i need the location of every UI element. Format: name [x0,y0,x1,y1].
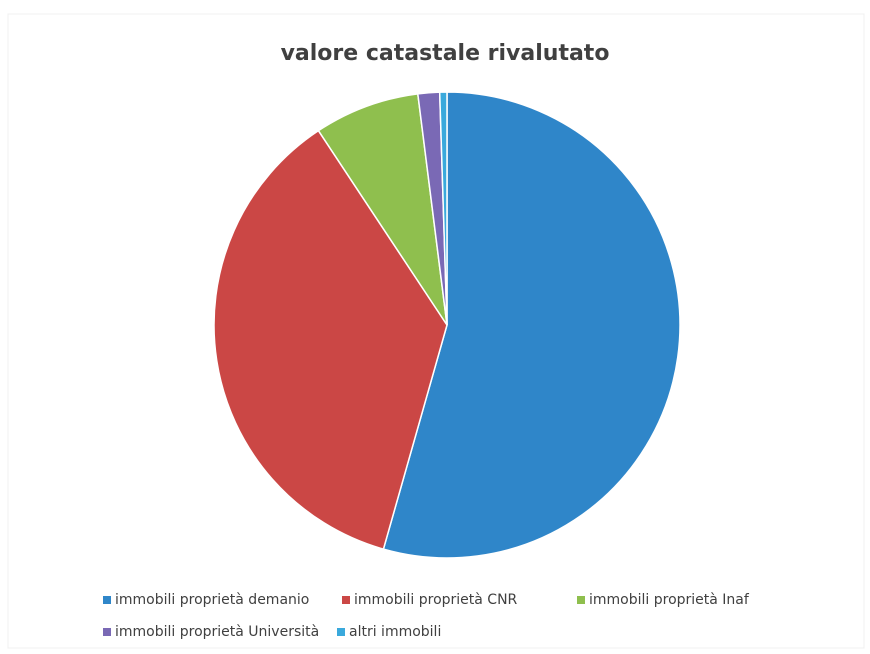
legend-label: immobili proprietà Università [115,624,319,640]
legend-swatch [103,596,111,604]
legend-swatch [342,596,350,604]
legend-swatch [577,596,585,604]
pie-slice [213,129,448,551]
chart-title: valore catastale rivalutato [281,41,610,66]
legend-label: altri immobili [349,624,441,640]
pie-slice [317,92,448,326]
legend-swatch [337,628,345,636]
pie-slice [438,91,448,326]
pie-slice [382,91,681,559]
legend-label: immobili proprietà Inaf [589,592,750,608]
legend-label: immobili proprietà demanio [115,592,309,608]
legend-swatch [103,628,111,636]
legend-label: immobili proprietà CNR [354,592,518,608]
